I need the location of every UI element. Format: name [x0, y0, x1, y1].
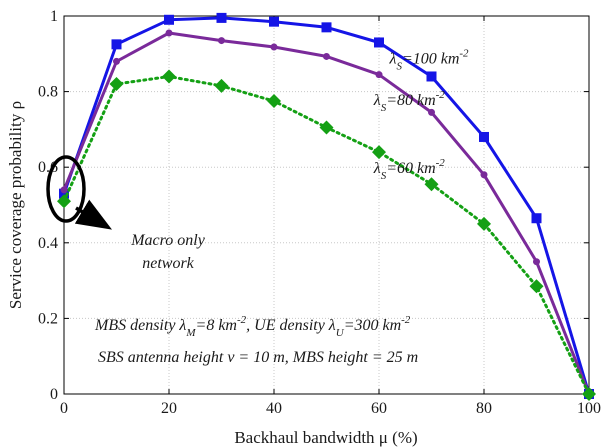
axis-ticks: 0 20 40 60 80 100 0 0.2 0.4 0.6 0.8 1: [38, 8, 601, 417]
x-tick-label: 80: [476, 400, 492, 417]
circle-series-point: [60, 186, 68, 194]
diamond-series-point: [424, 177, 439, 192]
macro-only-label: Macro only: [130, 232, 206, 249]
series-label-part: λ: [389, 50, 397, 67]
series-label-part: S: [396, 60, 402, 72]
series-label-part: -2: [459, 47, 469, 59]
x-tick-label: 40: [266, 400, 282, 417]
y-tick-label: 0.6: [38, 159, 58, 176]
series-label-part: λ: [373, 92, 381, 109]
y-tick-label: 0.2: [38, 310, 58, 327]
density-sub-m: M: [185, 327, 196, 339]
density-part-1: MBS density λ: [94, 317, 186, 334]
diamond-series-point: [109, 77, 124, 92]
series-label-part: S: [381, 170, 387, 182]
x-axis-title: Backhaul bandwidth μ (%): [234, 428, 417, 447]
circle-series-point: [375, 71, 383, 79]
macro-only-label-line2: network: [142, 255, 194, 272]
grid: [64, 16, 589, 394]
x-tick-label: 60: [371, 400, 387, 417]
x-tick-label: 0: [60, 400, 68, 417]
density-part-2: =8 km: [196, 317, 237, 334]
series-group: [57, 12, 596, 401]
series-label-part: -2: [436, 157, 446, 169]
circle-series-point: [218, 37, 225, 45]
diamond-series: [57, 69, 596, 401]
square-series-point: [111, 39, 122, 50]
series-label-part: -2: [436, 89, 446, 101]
y-tick-label: 0.8: [38, 84, 58, 101]
y-tick-label: 0: [50, 386, 58, 403]
plot-background: [64, 16, 589, 394]
diamond-series-point: [214, 78, 229, 93]
circle-series-point: [113, 57, 120, 65]
y-tick-label: 1: [50, 8, 58, 25]
square-series-point: [216, 12, 227, 23]
series-label-part: =80 km: [386, 92, 435, 109]
x-tick-label: 20: [161, 400, 177, 417]
circle-series-point: [480, 171, 488, 179]
macro-only-ellipse: [46, 155, 86, 223]
height-annotation: SBS antenna height v = 10 m, MBS height …: [98, 349, 418, 366]
macro-only-arrow: [74, 199, 113, 230]
density-annotation: MBS density λM=8 km-2, UE density λU=300…: [94, 314, 411, 339]
circle-series-point: [270, 43, 278, 51]
series-label-part: S: [381, 102, 387, 114]
square-series-point: [269, 16, 279, 27]
x-tick-label: 100: [577, 400, 601, 417]
square-series-point: [426, 71, 437, 82]
circle-series-point: [533, 258, 540, 266]
square-series-point: [59, 188, 69, 199]
series-label: λS=80 km-2: [373, 89, 446, 114]
square-series-point: [164, 14, 174, 25]
circle-series-point: [428, 108, 435, 116]
square-series-point: [479, 131, 489, 142]
diamond-series-point: [477, 216, 491, 231]
series-label-part: =60 km: [386, 160, 435, 177]
density-sub-u: U: [336, 327, 345, 339]
diamond-series-point: [319, 120, 334, 135]
series-label-part: =100 km: [402, 50, 459, 67]
circle-series-point: [165, 29, 173, 37]
diamond-series-point: [529, 279, 544, 294]
diamond-series-point: [162, 69, 176, 84]
density-part-3: , UE density λ: [246, 317, 336, 334]
series-label-part: λ: [373, 160, 381, 177]
density-part-4: =300 km: [344, 317, 401, 334]
density-sup-1: -2: [237, 314, 247, 326]
y-axis-title: Service coverage probability ρ: [6, 101, 25, 309]
y-tick-label: 0.4: [38, 235, 58, 252]
diamond-series-point: [57, 194, 71, 209]
diamond-series-point: [372, 145, 386, 160]
square-series-point: [374, 37, 384, 48]
density-sup-2: -2: [401, 314, 411, 326]
series-label: λS=60 km-2: [373, 157, 446, 182]
diamond-series-point: [582, 387, 596, 401]
square-series-point: [321, 22, 332, 33]
series-label: λS=100 km-2: [389, 47, 470, 72]
square-series-point: [531, 213, 542, 224]
series-labels: λS=100 km-2λS=80 km-2λS=60 km-2: [373, 47, 469, 182]
diamond-series-point: [267, 94, 281, 109]
circle-series-point: [323, 52, 330, 60]
